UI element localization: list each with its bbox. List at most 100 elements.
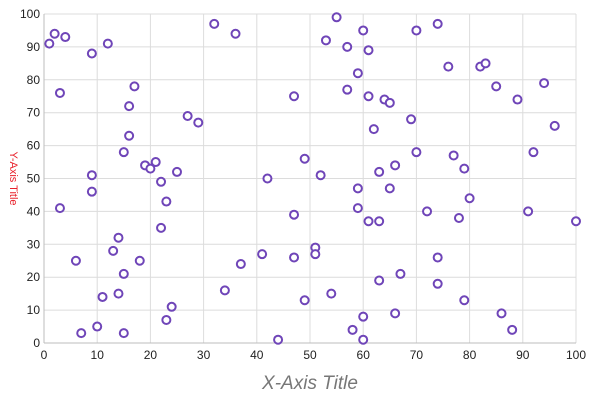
data-point [118, 328, 129, 339]
data-point [156, 176, 167, 187]
data-point [161, 196, 172, 207]
data-point [432, 252, 443, 263]
data-point [273, 334, 284, 345]
data-point [352, 183, 363, 194]
data-point [235, 259, 246, 270]
data-point [390, 308, 401, 319]
data-point [331, 12, 342, 23]
data-point [97, 291, 108, 302]
data-point [528, 147, 539, 158]
data-point [113, 232, 124, 243]
data-point [150, 157, 161, 168]
y-tick-label: 40 [27, 204, 41, 218]
data-point [134, 255, 145, 266]
y-tick-label: 20 [27, 270, 41, 284]
data-point [54, 87, 65, 98]
data-point [86, 186, 97, 197]
axes [43, 14, 576, 344]
data-point [411, 25, 422, 36]
y-tick-labels: 0 10 20 30 40 50 60 70 80 90 100 [20, 7, 40, 350]
data-point [299, 153, 310, 164]
data-point [496, 308, 507, 319]
data-point [358, 25, 369, 36]
x-axis-title: X-Axis Title [261, 373, 358, 394]
data-point [363, 216, 374, 227]
data-point [193, 117, 204, 128]
data-point [390, 160, 401, 171]
data-point [299, 295, 310, 306]
data-point [464, 193, 475, 204]
y-tick-label: 100 [20, 7, 40, 21]
x-tick-label: 40 [250, 348, 264, 362]
data-point [352, 68, 363, 79]
data-point [102, 38, 113, 49]
data-point [289, 209, 300, 220]
x-tick-label: 0 [41, 348, 48, 362]
data-point [571, 216, 581, 227]
y-tick-label: 10 [27, 303, 41, 317]
data-point [49, 28, 60, 39]
data-point [230, 28, 241, 39]
data-point [172, 166, 182, 177]
data-point [326, 288, 337, 299]
data-point [352, 203, 363, 214]
data-point [453, 212, 464, 223]
x-tick-label: 30 [197, 348, 211, 362]
data-point [374, 275, 385, 286]
data-point [549, 120, 560, 131]
data-point [539, 78, 550, 89]
data-point [129, 81, 140, 92]
x-tick-label: 70 [410, 348, 424, 362]
data-point [459, 163, 470, 174]
x-tick-label: 80 [463, 348, 477, 362]
data-point [342, 41, 353, 52]
data-point [443, 61, 454, 72]
data-point [166, 301, 177, 312]
data-point [108, 245, 119, 256]
y-tick-label: 60 [27, 139, 41, 153]
data-point [44, 38, 55, 49]
x-tick-label: 60 [357, 348, 371, 362]
data-point [491, 81, 502, 92]
data-point [262, 173, 273, 184]
grid [43, 13, 577, 344]
data-point [289, 252, 300, 263]
data-point [320, 35, 331, 46]
data-point [363, 45, 374, 56]
data-point [384, 183, 395, 194]
data-point [156, 222, 167, 233]
data-point [432, 18, 443, 29]
data-point [448, 150, 459, 161]
y-tick-label: 50 [27, 172, 41, 186]
data-point [118, 268, 129, 279]
data-point [480, 58, 491, 69]
data-point [161, 314, 172, 325]
x-tick-label: 50 [303, 348, 317, 362]
data-point [145, 163, 156, 174]
data-point [118, 147, 129, 158]
y-tick-label: 70 [27, 106, 41, 120]
data-point [310, 249, 321, 260]
data-point [395, 268, 406, 279]
data-point [347, 324, 358, 335]
data-point [54, 203, 65, 214]
y-tick-label: 90 [27, 40, 41, 54]
y-tick-label: 30 [27, 237, 41, 251]
x-tick-label: 100 [566, 348, 586, 362]
data-point [368, 124, 379, 135]
x-tick-label: 10 [91, 348, 105, 362]
data-point [432, 278, 443, 289]
y-tick-label: 80 [27, 73, 41, 87]
data-point [86, 170, 97, 181]
x-tick-label: 20 [144, 348, 158, 362]
data-point [60, 32, 71, 43]
data-point [507, 324, 518, 335]
data-point [86, 48, 97, 59]
y-axis-title: Y-Axis Title [7, 151, 19, 205]
data-point [384, 97, 395, 108]
data-point [315, 170, 326, 181]
data-point [512, 94, 523, 105]
data-point [209, 18, 220, 29]
x-tick-labels: 0 10 20 30 40 50 60 70 80 90 100 [41, 348, 587, 362]
